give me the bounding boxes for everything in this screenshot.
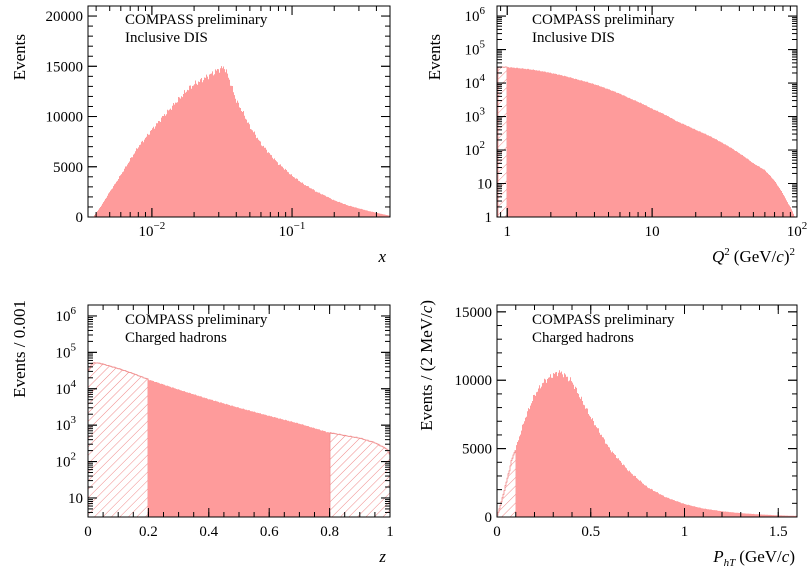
z-ytick-label-3: 104 bbox=[56, 378, 77, 398]
plot-x-axes: 10−2 10−1 0 5000 10000 15000 20000 bbox=[46, 5, 391, 240]
q2-ytick-label-6: 106 bbox=[465, 5, 486, 25]
pht-xtick-label-3: 1.5 bbox=[769, 524, 788, 540]
z-xtick-label-3: 0.6 bbox=[260, 524, 279, 540]
panel-z: 0 0.2 0.4 0.6 0.8 1 10 102 103 104 105 106 COMPASS … bbox=[10, 300, 394, 566]
q2-hist-hatched-region-0 bbox=[497, 66, 508, 218]
z-xtick-label-4: 0.8 bbox=[320, 524, 339, 540]
ylabel-q2: Events bbox=[425, 34, 444, 80]
pht-ytick-label-1: 5000 bbox=[462, 442, 492, 458]
xlabel-pht-unit: (GeV/ bbox=[739, 547, 782, 566]
z-ytick-label-5: 106 bbox=[56, 305, 77, 325]
z-ytick-label-1: 102 bbox=[56, 451, 77, 471]
annotation-x-1: COMPASS preliminary bbox=[125, 12, 268, 28]
pht-xtick-label-2: 1 bbox=[681, 524, 689, 540]
z-hist-filled-region-1 bbox=[148, 379, 330, 517]
x-hist-filled-region-0 bbox=[94, 66, 390, 217]
annotation-q2-2: Inclusive DIS bbox=[532, 30, 615, 46]
xlabel-q2-unit-c: c bbox=[776, 247, 784, 266]
xlabel-pht-sub: hT bbox=[724, 557, 737, 569]
z-ytick-label-0: 10 bbox=[68, 491, 83, 507]
q2-ytick-label-3: 103 bbox=[465, 106, 486, 126]
plot-q2-axes: 1 10 102 1 10 102 103 104 105 106 bbox=[465, 5, 808, 240]
pht-ytick-label-0: 0 bbox=[485, 510, 493, 526]
ylabel-x: Events bbox=[10, 34, 29, 80]
z-hist-hatched-region-2 bbox=[329, 432, 391, 518]
xlabel-pht: PhT (GeV/c) bbox=[712, 547, 795, 569]
x-ytick-label-1: 5000 bbox=[53, 160, 83, 176]
x-ytick-label-4: 20000 bbox=[46, 9, 84, 25]
q2-ytick-label-5: 105 bbox=[465, 39, 486, 59]
z-ytick-label-4: 105 bbox=[56, 341, 77, 361]
x-ytick-label-0: 0 bbox=[76, 210, 84, 226]
z-xtick-label-5: 1 bbox=[386, 524, 394, 540]
annotation-z-2: Charged hadrons bbox=[125, 330, 227, 346]
z-ytick-label-2: 103 bbox=[56, 414, 77, 434]
q2-xtick-label-1: 10 bbox=[645, 224, 660, 240]
q2-axes-frame bbox=[496, 5, 798, 218]
ylabel-pht-c: c bbox=[417, 305, 436, 313]
annotation-q2-1: COMPASS preliminary bbox=[532, 12, 675, 28]
ylabel-pht-end: ) bbox=[417, 300, 436, 306]
z-xtick-label-2: 0.4 bbox=[199, 524, 218, 540]
annotation-pht-1: COMPASS preliminary bbox=[532, 312, 675, 328]
plot-pht-hist bbox=[496, 370, 797, 518]
ylabel-pht: Events / (2 MeV/c) bbox=[417, 300, 436, 431]
q2-ytick-label-0: 1 bbox=[485, 210, 493, 226]
xlabel-pht-var: P bbox=[712, 547, 723, 566]
xlabel-q2-unit: (GeV/ bbox=[734, 247, 777, 266]
xlabel-x: x bbox=[377, 247, 386, 266]
z-xtick-label-1: 0.2 bbox=[139, 524, 158, 540]
pht-ytick-label-2: 10000 bbox=[455, 373, 493, 389]
x-ytick-label-2: 10000 bbox=[46, 110, 84, 126]
z-xtick-label-0: 0 bbox=[84, 524, 92, 540]
x-xtick-label-0: 10−2 bbox=[139, 220, 166, 240]
plot-z-hist bbox=[87, 362, 391, 518]
q2-xtick-label-2: 102 bbox=[787, 220, 808, 240]
x-ytick-label-3: 15000 bbox=[46, 59, 84, 75]
annotation-z-1: COMPASS preliminary bbox=[125, 312, 268, 328]
plot-q2-hist bbox=[497, 66, 796, 218]
pht-hist-hatched-region-0 bbox=[496, 450, 517, 518]
xlabel-q2-sup: 2 bbox=[724, 246, 730, 258]
x-xtick-label-1: 10−1 bbox=[279, 220, 306, 240]
z-hist-hatched-region-0 bbox=[87, 362, 149, 518]
pht-xtick-label-1: 0.5 bbox=[581, 524, 600, 540]
annotation-pht-2: Charged hadrons bbox=[532, 330, 634, 346]
xlabel-z: z bbox=[378, 547, 386, 566]
plot-pht-axes: 0 0.5 1 1.5 0 5000 10000 15000 bbox=[455, 304, 798, 540]
xlabel-pht-unit-end: ) bbox=[789, 547, 795, 566]
plot-z-axes: 0 0.2 0.4 0.6 0.8 1 10 102 103 104 105 106 bbox=[56, 304, 394, 540]
q2-ytick-label-2: 102 bbox=[465, 139, 486, 159]
xlabel-q2: Q2 (GeV/c)2 bbox=[712, 246, 795, 266]
pht-ytick-label-3: 15000 bbox=[455, 305, 493, 321]
xlabel-pht-unit-c: c bbox=[782, 547, 790, 566]
pht-hist-filled-region-1 bbox=[516, 370, 797, 517]
plot-x-hist bbox=[94, 66, 390, 217]
panel-x: 10−2 10−1 0 5000 10000 15000 20000 COMPASS pre… bbox=[10, 5, 391, 266]
panel-pht: 0 0.5 1 1.5 0 5000 10000 15000 COMPASS prelimin… bbox=[417, 300, 798, 569]
pht-xtick-label-0: 0 bbox=[493, 524, 501, 540]
x-axes-frame bbox=[87, 5, 391, 218]
ylabel-pht-main: Events / (2 MeV/ bbox=[417, 313, 436, 431]
annotation-x-2: Inclusive DIS bbox=[125, 30, 208, 46]
xlabel-q2-unit-end: ) bbox=[784, 247, 790, 266]
q2-hist-filled-region-1 bbox=[507, 67, 796, 217]
panel-q2: 1 10 102 1 10 102 103 104 105 106 COMPASS prelimi… bbox=[425, 5, 807, 266]
xlabel-q2-unit-sup: 2 bbox=[790, 246, 796, 258]
ylabel-z: Events / 0.001 bbox=[10, 300, 29, 398]
q2-xtick-label-0: 1 bbox=[503, 224, 511, 240]
q2-ytick-label-4: 104 bbox=[465, 72, 486, 92]
q2-ytick-label-1: 10 bbox=[477, 177, 492, 193]
xlabel-q2-var: Q bbox=[712, 247, 724, 266]
